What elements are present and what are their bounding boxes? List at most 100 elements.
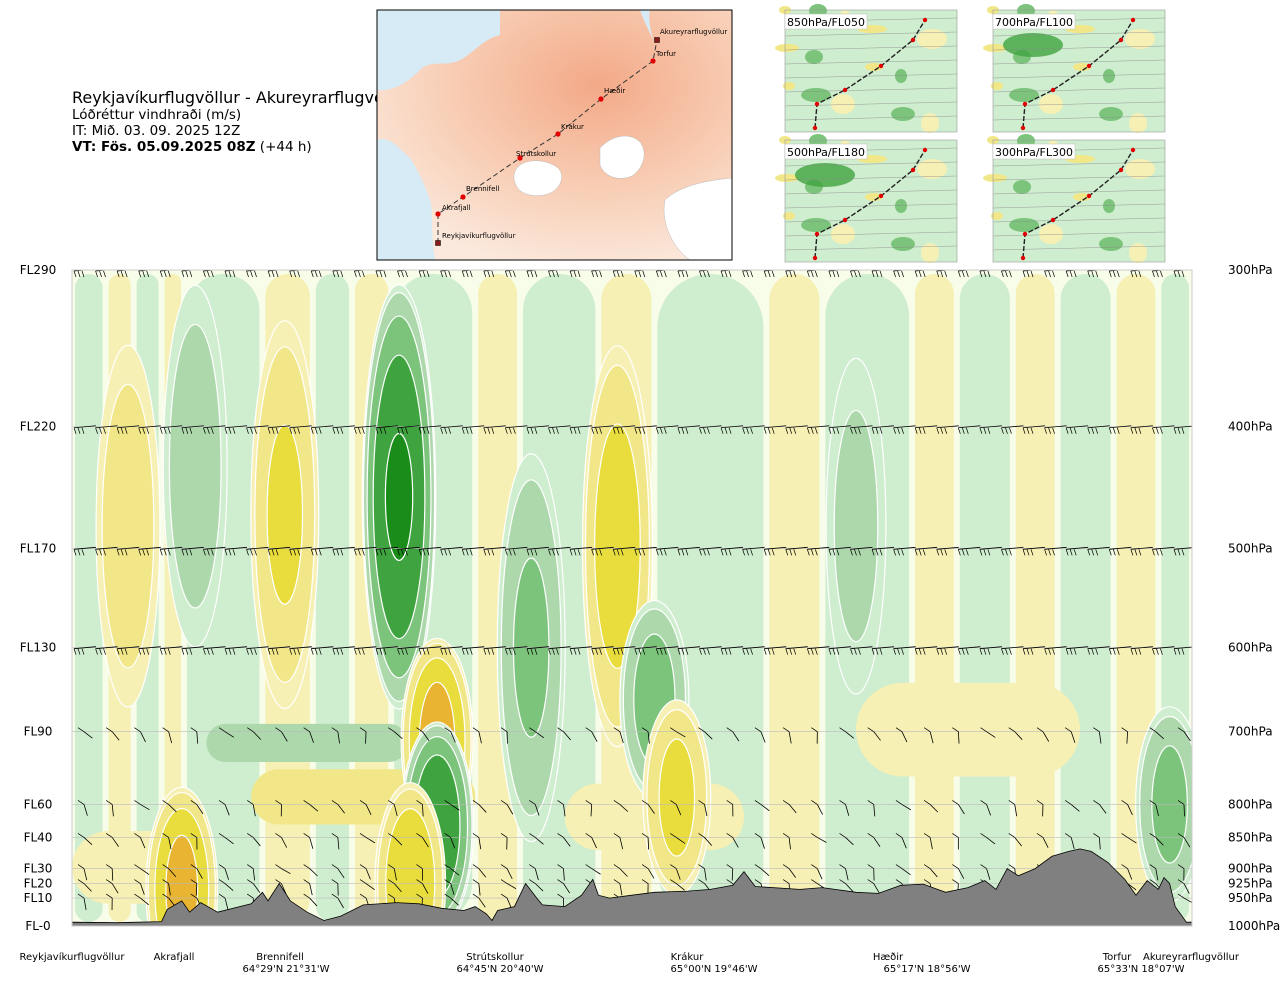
route-point-label: Akrafjall bbox=[154, 952, 195, 963]
map-waypoint-label: Brennifell bbox=[466, 185, 499, 193]
wind-barb bbox=[162, 727, 173, 744]
route-point-label: Hæðir bbox=[873, 952, 904, 963]
route-point-label: Strútskollur bbox=[466, 951, 524, 963]
valid-time: VT: Fös. 05.09.2025 08Z bbox=[72, 139, 256, 155]
wind-barb bbox=[634, 646, 657, 655]
wind-barb bbox=[979, 646, 1002, 655]
wind-barb bbox=[1022, 546, 1046, 556]
wind-barb bbox=[289, 425, 312, 434]
wind-barb bbox=[95, 425, 118, 434]
wind-barb bbox=[871, 425, 895, 434]
level-panel-label: 850hPa/FL050 bbox=[787, 16, 865, 29]
wind-barb bbox=[354, 546, 377, 556]
wind-barb bbox=[106, 800, 114, 817]
wind-barb bbox=[980, 864, 991, 880]
wind-barb bbox=[871, 646, 895, 655]
wind-barb bbox=[1177, 864, 1185, 881]
wind-barb bbox=[634, 546, 657, 556]
map-waypoint: Strútskollur bbox=[516, 150, 556, 161]
wind-barb bbox=[923, 864, 938, 878]
wind-barb bbox=[699, 270, 715, 278]
wind-barb bbox=[742, 546, 765, 556]
wind-barb bbox=[979, 270, 996, 278]
wind-barb bbox=[1149, 800, 1159, 817]
wind-barb bbox=[134, 879, 145, 895]
wind-barb bbox=[936, 270, 953, 278]
wind-barb bbox=[742, 425, 765, 434]
wind-barb bbox=[641, 864, 655, 879]
wind-barb bbox=[641, 833, 650, 850]
wind-barb bbox=[677, 546, 700, 556]
wind-barb bbox=[1022, 646, 1046, 655]
wind-barb bbox=[1108, 546, 1132, 556]
wind-barb bbox=[246, 646, 269, 655]
wind-barb bbox=[613, 800, 629, 812]
wind-barb bbox=[500, 893, 512, 909]
wind-barb bbox=[871, 546, 895, 556]
wind-barb bbox=[1152, 425, 1175, 434]
wind-barb bbox=[807, 425, 830, 434]
wind-barb bbox=[1008, 833, 1023, 847]
wind-barb bbox=[980, 727, 996, 738]
wind-barb bbox=[670, 800, 682, 816]
wind-barb bbox=[1173, 425, 1192, 434]
wind-barb bbox=[224, 546, 248, 556]
wind-barb bbox=[952, 727, 960, 744]
wind-barb bbox=[500, 864, 513, 880]
wind-barb bbox=[332, 425, 355, 434]
wind-barb bbox=[1022, 270, 1039, 278]
wind-barb bbox=[73, 425, 97, 434]
wind-barb bbox=[828, 425, 851, 434]
wind-barb bbox=[742, 270, 759, 278]
flight-level-label: FL40 bbox=[24, 830, 53, 844]
field-extremum bbox=[145, 786, 219, 926]
wind-barb bbox=[95, 646, 118, 655]
wind-barb bbox=[418, 425, 442, 434]
level-panel: 500hPa/FL180 bbox=[775, 134, 958, 263]
wind-barb bbox=[289, 270, 306, 278]
wind-barb bbox=[106, 893, 113, 911]
field-band bbox=[769, 274, 820, 922]
pressure-axis: 300hPa 400hPa 500hPa 600hPa 700hPa 800hPa 850h… bbox=[1228, 263, 1280, 933]
flight-level-label: FL90 bbox=[24, 725, 53, 739]
flight-level-label: FL220 bbox=[20, 420, 57, 434]
wind-barb bbox=[1087, 270, 1104, 278]
wind-barb bbox=[850, 546, 873, 556]
field-band bbox=[206, 723, 408, 762]
wind-barb bbox=[1001, 646, 1024, 655]
wind-barb bbox=[162, 879, 171, 896]
wind-barb bbox=[397, 646, 420, 655]
wind-barb bbox=[720, 425, 744, 434]
field-extremum bbox=[642, 699, 712, 896]
wind-barb bbox=[548, 546, 571, 556]
level-panel-label: 500hPa/FL180 bbox=[787, 146, 865, 159]
wind-barb bbox=[785, 270, 802, 278]
wind-barb bbox=[839, 879, 854, 892]
wind-barb bbox=[895, 727, 908, 743]
wind-barb bbox=[224, 425, 248, 434]
wind-barb bbox=[670, 727, 686, 738]
flight-level-label: FL290 bbox=[20, 263, 57, 277]
lead-time: (+44 h) bbox=[255, 139, 312, 155]
wind-barb bbox=[1065, 425, 1089, 434]
wind-barb bbox=[359, 879, 375, 891]
wind-barb bbox=[850, 646, 873, 655]
wind-barb bbox=[923, 727, 934, 744]
wind-barb bbox=[811, 864, 823, 880]
pressure-level-label: 850hPa bbox=[1228, 830, 1273, 844]
field-extremum bbox=[374, 781, 447, 926]
wind-barb bbox=[785, 546, 808, 556]
wind-barb bbox=[726, 864, 734, 881]
route-point-coord: 65°17'N 18°56'W bbox=[884, 964, 971, 975]
wind-barb bbox=[656, 546, 679, 556]
wind-barb bbox=[548, 425, 571, 434]
wind-barb bbox=[418, 546, 442, 556]
wind-barb bbox=[359, 833, 376, 844]
flight-level-label: FL130 bbox=[20, 641, 57, 655]
wind-barb bbox=[418, 646, 442, 655]
wind-barb bbox=[914, 546, 938, 556]
wind-barb bbox=[952, 833, 959, 850]
wind-barb bbox=[585, 727, 598, 742]
wind-barb bbox=[1044, 425, 1067, 434]
